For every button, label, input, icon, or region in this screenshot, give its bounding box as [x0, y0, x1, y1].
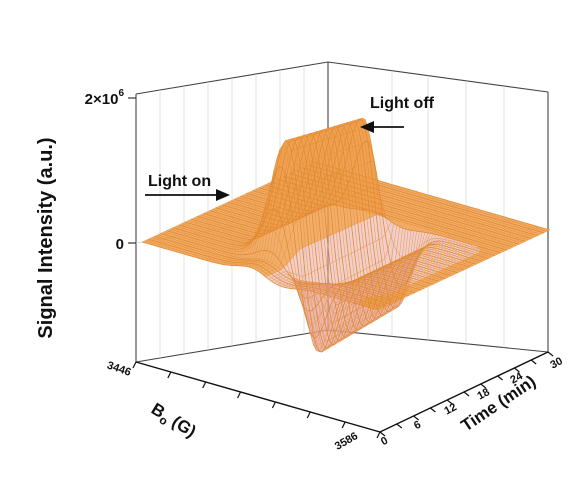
z-tick-0: 0 — [116, 236, 124, 253]
light-on-arrow — [145, 189, 230, 201]
right-wall-top-line — [327, 61, 549, 93]
light-off-annotation: Light off — [370, 95, 435, 112]
time-axis-tick-mark — [547, 351, 554, 357]
b-axis-tick-mark — [341, 421, 346, 429]
b-axis-tick-mark — [271, 401, 276, 409]
z-tick-2e6-exp: 6 — [118, 88, 124, 99]
b-axis-label-unit: (G) — [165, 410, 200, 442]
light-on-annotation: Light on — [148, 173, 211, 190]
y-axis-label: Signal Intensity (a.u.) — [35, 137, 57, 338]
time-axis-tick-mark — [497, 375, 503, 381]
time-tick-0: 0 — [379, 435, 390, 448]
b-axis-tick-mark — [202, 381, 207, 389]
b-tick-3586: 3586 — [333, 430, 360, 453]
b-axis-tick-mark — [132, 361, 137, 369]
time-axis-tick-mark — [430, 407, 436, 413]
time-axis-label: Time (min) — [458, 372, 540, 436]
b-axis-label: Bo (G) — [146, 399, 199, 444]
b-axis-tick-mark — [237, 391, 242, 399]
b-axis-tick-mark — [167, 371, 172, 379]
z-tick-2e6-base: 2×10 — [85, 91, 119, 108]
signal-surface — [141, 117, 551, 353]
time-axis-tick-mark — [396, 423, 403, 429]
time-tick-12: 12 — [442, 401, 458, 417]
right-wall-bottom-line — [327, 329, 549, 353]
time-axis-tick-mark — [463, 391, 470, 397]
b-tick-3446: 3446 — [105, 360, 132, 379]
time-axis-tick-mark — [530, 359, 537, 365]
time-tick-30: 30 — [548, 355, 564, 371]
time-tick-6: 6 — [412, 419, 423, 432]
b-axis-tick-mark — [306, 411, 311, 419]
z-tick-2e6: 2×106 — [85, 88, 125, 108]
